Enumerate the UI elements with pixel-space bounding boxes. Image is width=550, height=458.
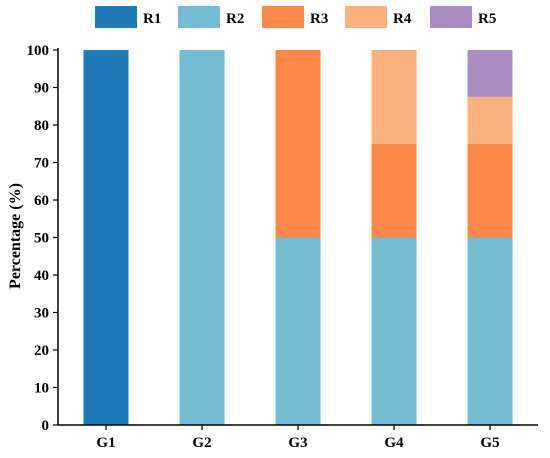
y-tick-label: 100 bbox=[27, 43, 50, 59]
legend-swatch-r1 bbox=[95, 6, 137, 28]
y-tick-label: 60 bbox=[34, 193, 49, 209]
bar-g5-r5 bbox=[467, 50, 513, 97]
x-tick-label: G5 bbox=[480, 435, 499, 451]
y-tick-label: 40 bbox=[34, 268, 49, 284]
y-tick-label: 50 bbox=[34, 231, 49, 247]
legend-label-r1: R1 bbox=[143, 11, 161, 27]
axes: 0 10 20 30 40 50 60 70 80 90 100 G1 G2 G3 G4 G5 bbox=[27, 43, 538, 451]
bar-g3-r2 bbox=[275, 237, 321, 425]
bar-g5-r4 bbox=[467, 96, 513, 144]
legend-label-r4: R4 bbox=[393, 11, 412, 27]
bar-g4-r4 bbox=[371, 50, 417, 144]
legend: R1 R2 R3 R4 R5 bbox=[95, 6, 496, 28]
legend-label-r2: R2 bbox=[226, 11, 244, 27]
y-axis-title: Percentage (%) bbox=[7, 183, 24, 289]
x-tick-label: G1 bbox=[96, 435, 115, 451]
y-tick-label: 30 bbox=[34, 306, 49, 322]
bar-g3-r3 bbox=[275, 50, 321, 238]
x-tick-label: G3 bbox=[288, 435, 307, 451]
legend-swatch-r4 bbox=[345, 6, 387, 28]
legend-swatch-r5 bbox=[430, 6, 472, 28]
bar-g4-r2 bbox=[371, 237, 417, 425]
bar-g5-r3 bbox=[467, 143, 513, 238]
legend-swatch-r2 bbox=[178, 6, 220, 28]
x-tick-label: G2 bbox=[192, 435, 211, 451]
y-tick-label: 20 bbox=[34, 343, 49, 359]
bars bbox=[83, 50, 513, 425]
y-tick-label: 90 bbox=[34, 81, 49, 97]
bar-g5-r2 bbox=[467, 237, 513, 425]
bar-g1-r1 bbox=[83, 50, 129, 425]
bar-g2-r2 bbox=[179, 50, 225, 425]
bar-g4-r3 bbox=[371, 143, 417, 238]
legend-label-r5: R5 bbox=[478, 11, 496, 27]
y-tick-label: 10 bbox=[34, 381, 49, 397]
y-tick-label: 0 bbox=[42, 418, 50, 434]
y-tick-label: 80 bbox=[34, 118, 49, 134]
x-tick-label: G4 bbox=[384, 435, 404, 451]
y-tick-label: 70 bbox=[34, 156, 49, 172]
legend-swatch-r3 bbox=[262, 6, 304, 28]
legend-label-r3: R3 bbox=[310, 11, 328, 27]
